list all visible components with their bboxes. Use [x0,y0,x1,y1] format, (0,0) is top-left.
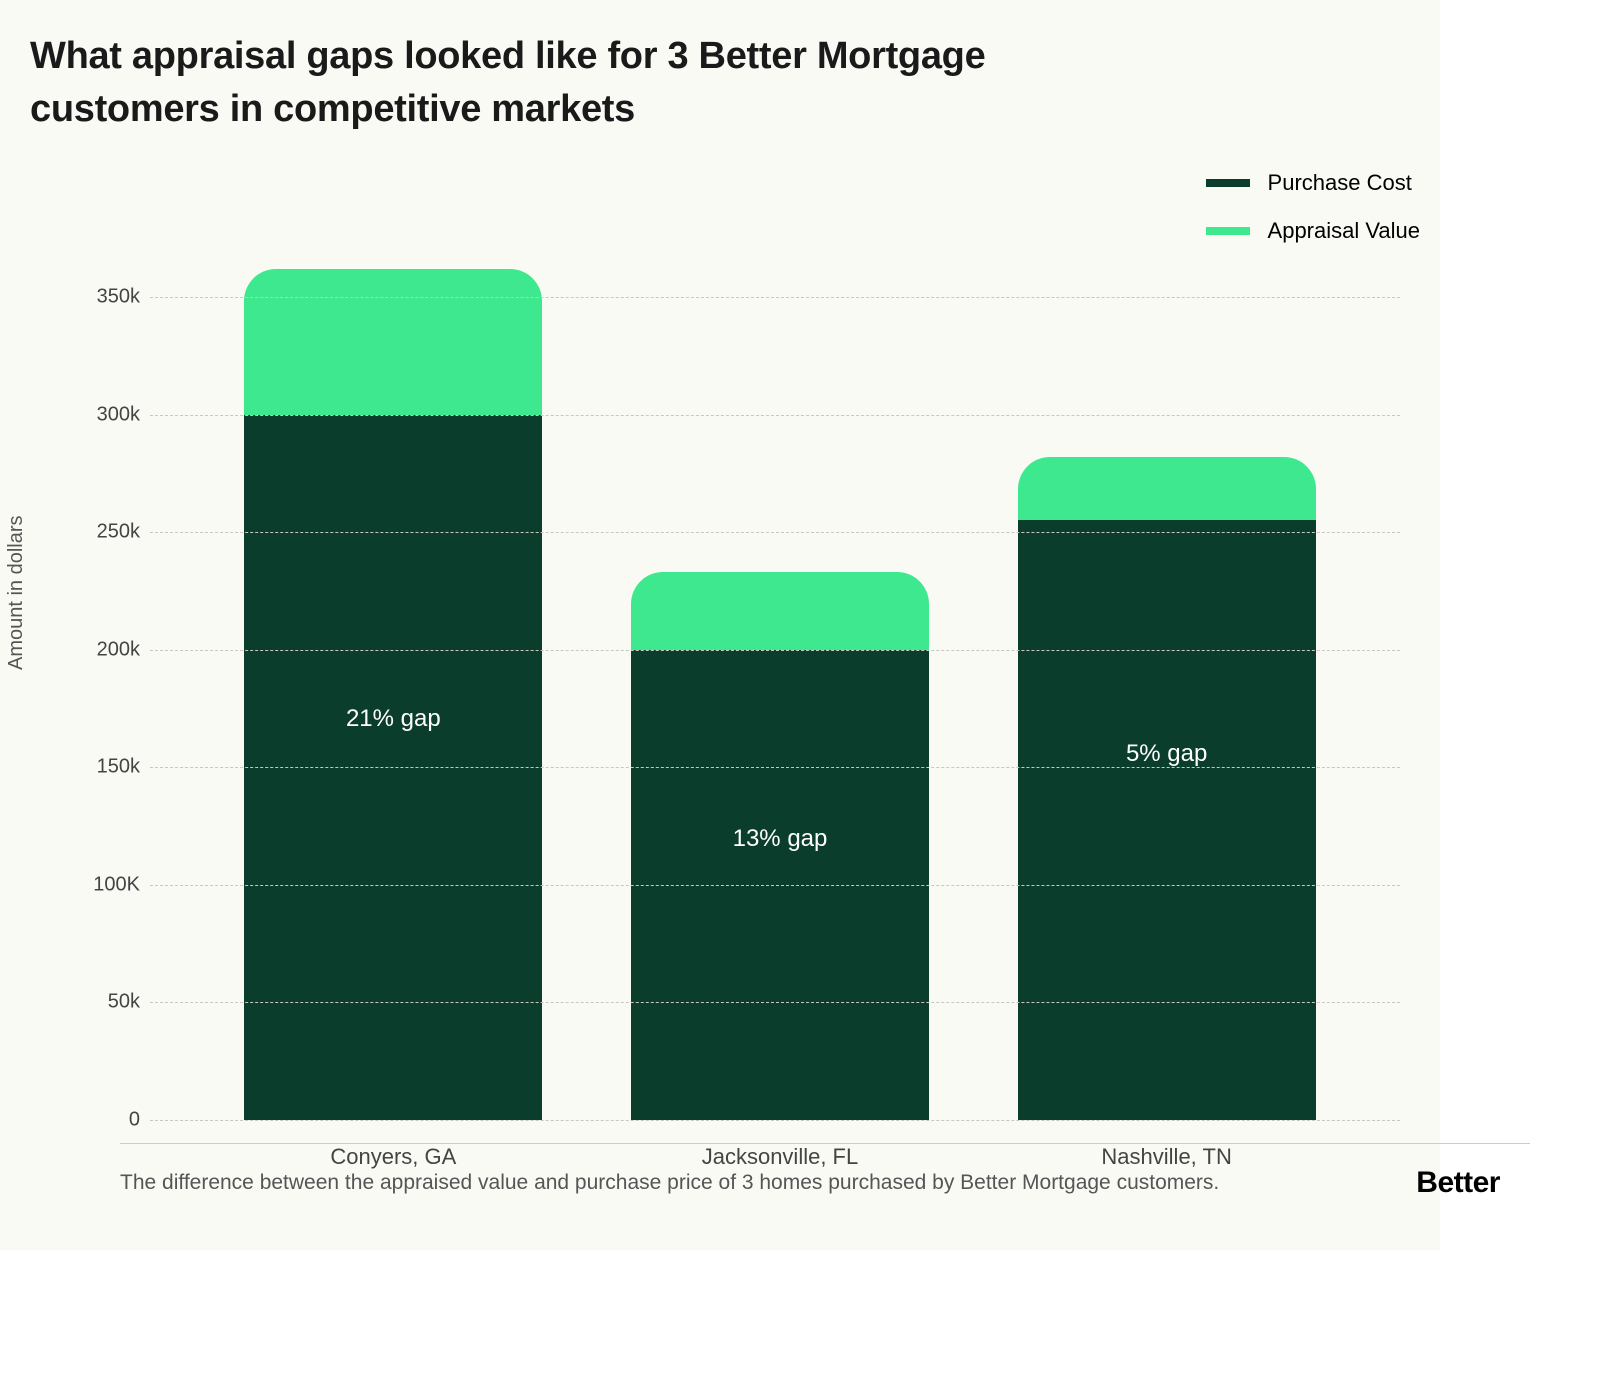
gap-label: 5% gap [1126,740,1207,768]
bar-segment-purchase: 5% gap [1018,520,1316,1120]
bar-group: 13% gap [631,572,929,1120]
y-axis-label: Amount in dollars [5,515,28,670]
gap-label: 13% gap [733,825,828,853]
legend-label-purchase-cost: Purchase Cost [1268,170,1412,196]
bar-group: 21% gap [244,269,542,1120]
gap-label: 21% gap [346,705,441,733]
chart-container: What appraisal gaps looked like for 3 Be… [0,0,1440,1250]
chart-title: What appraisal gaps looked like for 3 Be… [30,30,1080,136]
footer-row: The difference between the appraised val… [120,1166,1530,1200]
bar-segment-appraisal [244,269,542,415]
grid-line [150,650,1400,651]
footer-logo: Better [1416,1166,1500,1200]
y-tick-label: 0 [60,1109,140,1132]
y-tick-label: 50k [60,991,140,1014]
footer-caption: The difference between the appraised val… [120,1171,1219,1195]
grid-line [150,885,1400,886]
y-tick-label: 200k [60,638,140,661]
grid-line [150,767,1400,768]
legend-swatch-purchase-cost [1206,179,1250,187]
y-tick-label: 100K [60,873,140,896]
legend-item-appraisal-value: Appraisal Value [1206,218,1420,244]
grid-line [150,1002,1400,1003]
y-tick-label: 300k [60,403,140,426]
legend: Purchase Cost Appraisal Value [1206,170,1420,244]
chart-footer: The difference between the appraised val… [120,1143,1530,1200]
legend-item-purchase-cost: Purchase Cost [1206,170,1420,196]
footer-divider [120,1143,1530,1144]
grid-line [150,297,1400,298]
legend-label-appraisal-value: Appraisal Value [1268,218,1420,244]
y-tick-label: 350k [60,286,140,309]
plot-area: 21% gap13% gap5% gap Conyers, GAJacksonv… [90,250,1400,1120]
bars-wrap: 21% gap 13% gap 5% gap [200,250,1360,1120]
grid-line [150,415,1400,416]
legend-swatch-appraisal-value [1206,227,1250,235]
y-tick-label: 150k [60,756,140,779]
bar-segment-appraisal [1018,457,1316,520]
bar-segment-appraisal [631,572,929,650]
grid-line [150,532,1400,533]
bar-group: 5% gap [1018,457,1316,1120]
y-tick-label: 250k [60,521,140,544]
grid-line [150,1120,1400,1121]
